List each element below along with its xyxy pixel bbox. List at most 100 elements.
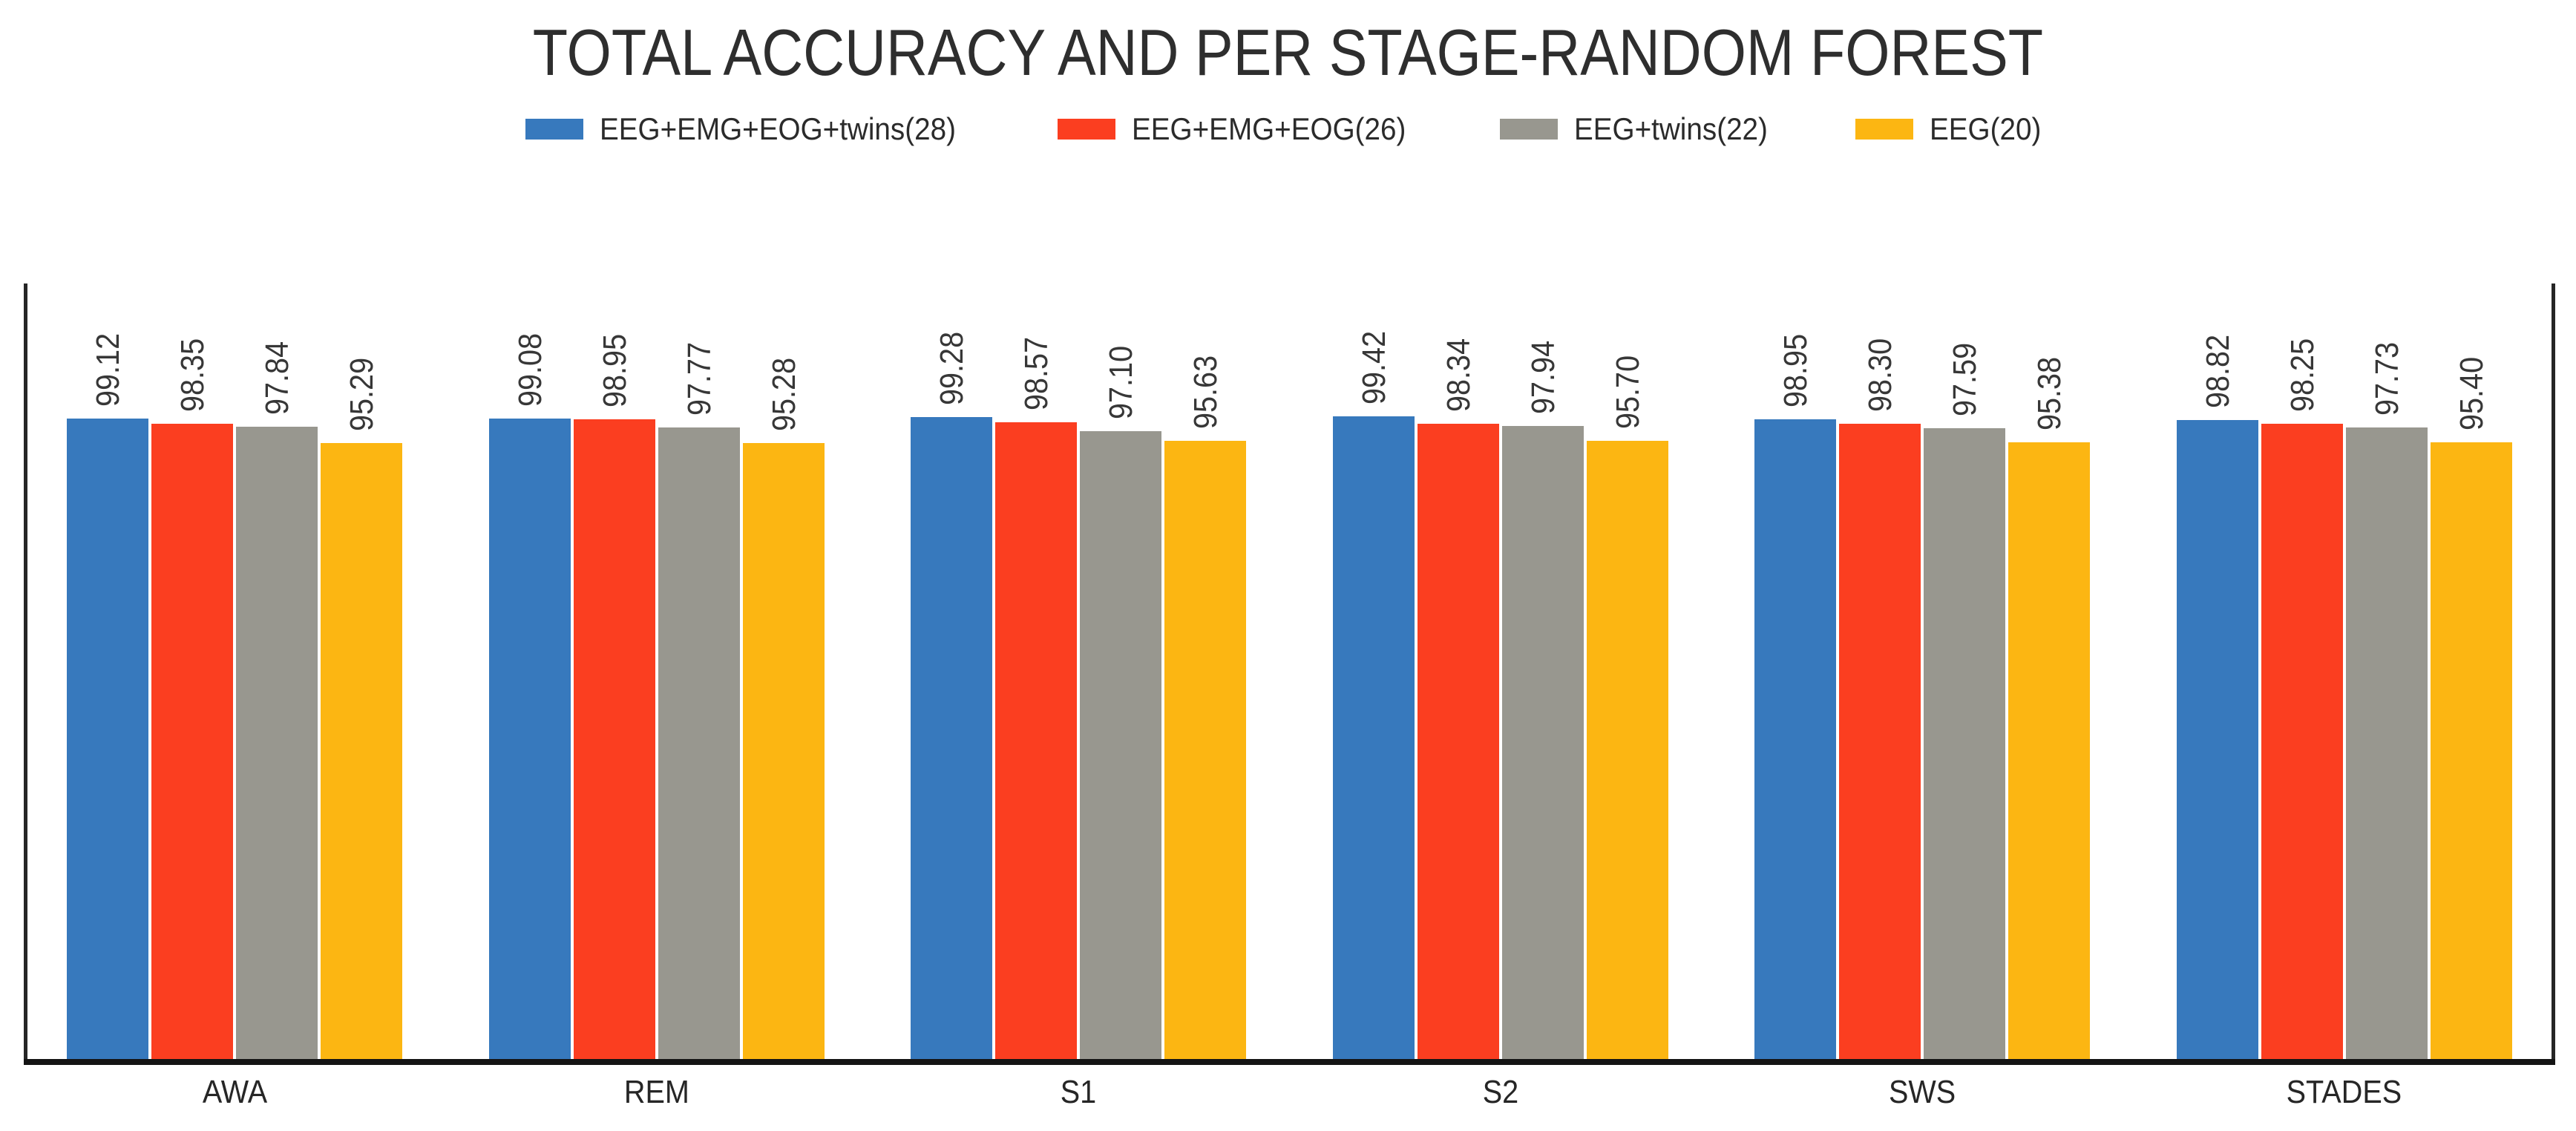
bar xyxy=(1501,426,1584,1059)
bar-value-label: 98.30 xyxy=(1862,338,1899,412)
legend-swatch xyxy=(1855,119,1913,140)
bar-value-label: 99.12 xyxy=(90,332,127,407)
bar-column: 95.28 xyxy=(742,283,825,1059)
bar-column: 97.59 xyxy=(1924,283,2006,1059)
bar xyxy=(1080,431,1162,1059)
bar-value-label: 97.73 xyxy=(2368,341,2405,416)
bar-column: 99.42 xyxy=(1332,283,1415,1059)
bar xyxy=(2345,427,2428,1059)
bar-group: 98.82 98.25 97.73 95.40 xyxy=(2134,283,2556,1059)
x-axis-tick-label: S1 xyxy=(1061,1074,1097,1110)
bar-column: 98.34 xyxy=(1417,283,1499,1059)
bar-column: 97.84 xyxy=(236,283,318,1059)
bar-value-label: 95.40 xyxy=(2453,356,2490,430)
legend-item: EEG+EMG+EOG(26) xyxy=(1057,111,1429,147)
bar-column: 98.95 xyxy=(1754,283,1837,1059)
x-axis-tick-label: STADES xyxy=(2286,1074,2402,1110)
bar-value-label: 99.42 xyxy=(1355,330,1392,404)
bar xyxy=(2261,424,2343,1059)
bar-group: 99.12 98.35 97.84 95.29 xyxy=(24,283,446,1059)
legend: EEG+EMG+EOG+twins(28) EEG+EMG+EOG(26) EE… xyxy=(0,111,2576,147)
bar-value-label: 98.95 xyxy=(596,333,633,407)
legend-item: EEG+EMG+EOG+twins(28) xyxy=(525,111,987,147)
x-axis-tick-label: S2 xyxy=(1482,1074,1518,1110)
bar xyxy=(321,443,403,1059)
bar-value-label: 97.77 xyxy=(681,341,718,416)
bar-value-label: 95.38 xyxy=(2031,356,2068,430)
bar-value-label: 95.29 xyxy=(344,357,381,431)
bar xyxy=(2008,442,2091,1059)
x-axis-tick-label: AWA xyxy=(202,1074,267,1110)
bar-value-label: 98.82 xyxy=(2199,334,2236,408)
bar-column: 98.25 xyxy=(2261,283,2343,1059)
x-axis-labels: AWA REM S1 S2 SWS STADES xyxy=(24,1074,2555,1111)
bar xyxy=(742,443,825,1059)
bar xyxy=(911,417,993,1059)
bar xyxy=(2430,442,2512,1059)
bar-group: 99.08 98.95 97.77 95.28 xyxy=(446,283,868,1059)
bar xyxy=(1586,441,1668,1059)
bar-column: 99.08 xyxy=(488,283,571,1059)
bar-value-label: 95.63 xyxy=(1187,355,1225,429)
bar xyxy=(1164,441,1247,1059)
x-axis-line xyxy=(24,1059,2555,1065)
bar-value-label: 95.70 xyxy=(1609,355,1646,429)
bar-value-label: 99.08 xyxy=(511,332,548,407)
bar-column: 95.38 xyxy=(2008,283,2091,1059)
x-axis-tick-label: REM xyxy=(623,1074,689,1110)
bar-value-label: 97.10 xyxy=(1103,345,1140,419)
bar-column: 97.77 xyxy=(658,283,740,1059)
bar-group: 99.28 98.57 97.10 95.63 xyxy=(868,283,1290,1059)
bar xyxy=(658,427,740,1059)
bar-value-label: 99.28 xyxy=(934,331,971,405)
bar-group: 98.95 98.30 97.59 95.38 xyxy=(1711,283,2134,1059)
x-axis-tick-label: SWS xyxy=(1889,1074,1956,1110)
legend-swatch xyxy=(1057,119,1115,140)
bar-value-label: 97.94 xyxy=(1524,340,1561,414)
bar xyxy=(1754,419,1837,1059)
bar xyxy=(1924,428,2006,1059)
bar xyxy=(573,419,655,1059)
bar-column: 99.12 xyxy=(67,283,149,1059)
bar-value-label: 97.59 xyxy=(1947,342,1984,416)
bar-column: 98.35 xyxy=(151,283,234,1059)
bar-value-label: 95.28 xyxy=(765,357,802,431)
bar-column: 98.57 xyxy=(995,283,1078,1059)
bar-column: 99.28 xyxy=(911,283,993,1059)
bar-value-label: 97.84 xyxy=(259,341,296,415)
bar-column: 95.29 xyxy=(321,283,403,1059)
bar-column: 97.10 xyxy=(1080,283,1162,1059)
bar-value-label: 98.25 xyxy=(2284,338,2321,412)
bar-value-label: 98.35 xyxy=(174,338,212,412)
bar xyxy=(488,419,571,1059)
bar-column: 98.82 xyxy=(2176,283,2258,1059)
bar xyxy=(2176,420,2258,1059)
bar-column: 98.30 xyxy=(1839,283,1921,1059)
bar-column: 97.94 xyxy=(1501,283,1584,1059)
legend-item: EEG+twins(22) xyxy=(1500,111,1785,147)
bar xyxy=(1839,424,1921,1059)
legend-label: EEG(20) xyxy=(1929,111,2042,146)
bar xyxy=(151,424,234,1059)
bar-column: 95.70 xyxy=(1586,283,1668,1059)
legend-label: EEG+twins(22) xyxy=(1574,111,1768,146)
bar-column: 95.63 xyxy=(1164,283,1247,1059)
bar xyxy=(67,419,149,1059)
bar-value-label: 98.95 xyxy=(1777,333,1815,407)
y-axis-right-spine xyxy=(2552,283,2555,1065)
chart-title-text: TOTAL ACCURACY AND PER STAGE-RANDOM FORE… xyxy=(532,16,2044,89)
plot-area: 99.12 98.35 97.84 95.29 99.08 98.95 97.77 95.28… xyxy=(24,283,2555,1065)
bar-groups: 99.12 98.35 97.84 95.29 99.08 98.95 97.77 95.28… xyxy=(24,283,2555,1059)
bar xyxy=(995,422,1078,1059)
legend-label: EEG+EMG+EOG(26) xyxy=(1131,111,1406,146)
bar xyxy=(1417,424,1499,1059)
bar-group: 99.42 98.34 97.94 95.70 xyxy=(1290,283,1712,1059)
bar-column: 95.40 xyxy=(2430,283,2512,1059)
bar-value-label: 98.57 xyxy=(1018,336,1055,410)
chart-title: TOTAL ACCURACY AND PER STAGE-RANDOM FORE… xyxy=(0,15,2576,91)
bar-column: 98.95 xyxy=(573,283,655,1059)
legend-swatch xyxy=(1500,119,1559,140)
bar xyxy=(236,427,318,1059)
bar-column: 97.73 xyxy=(2345,283,2428,1059)
